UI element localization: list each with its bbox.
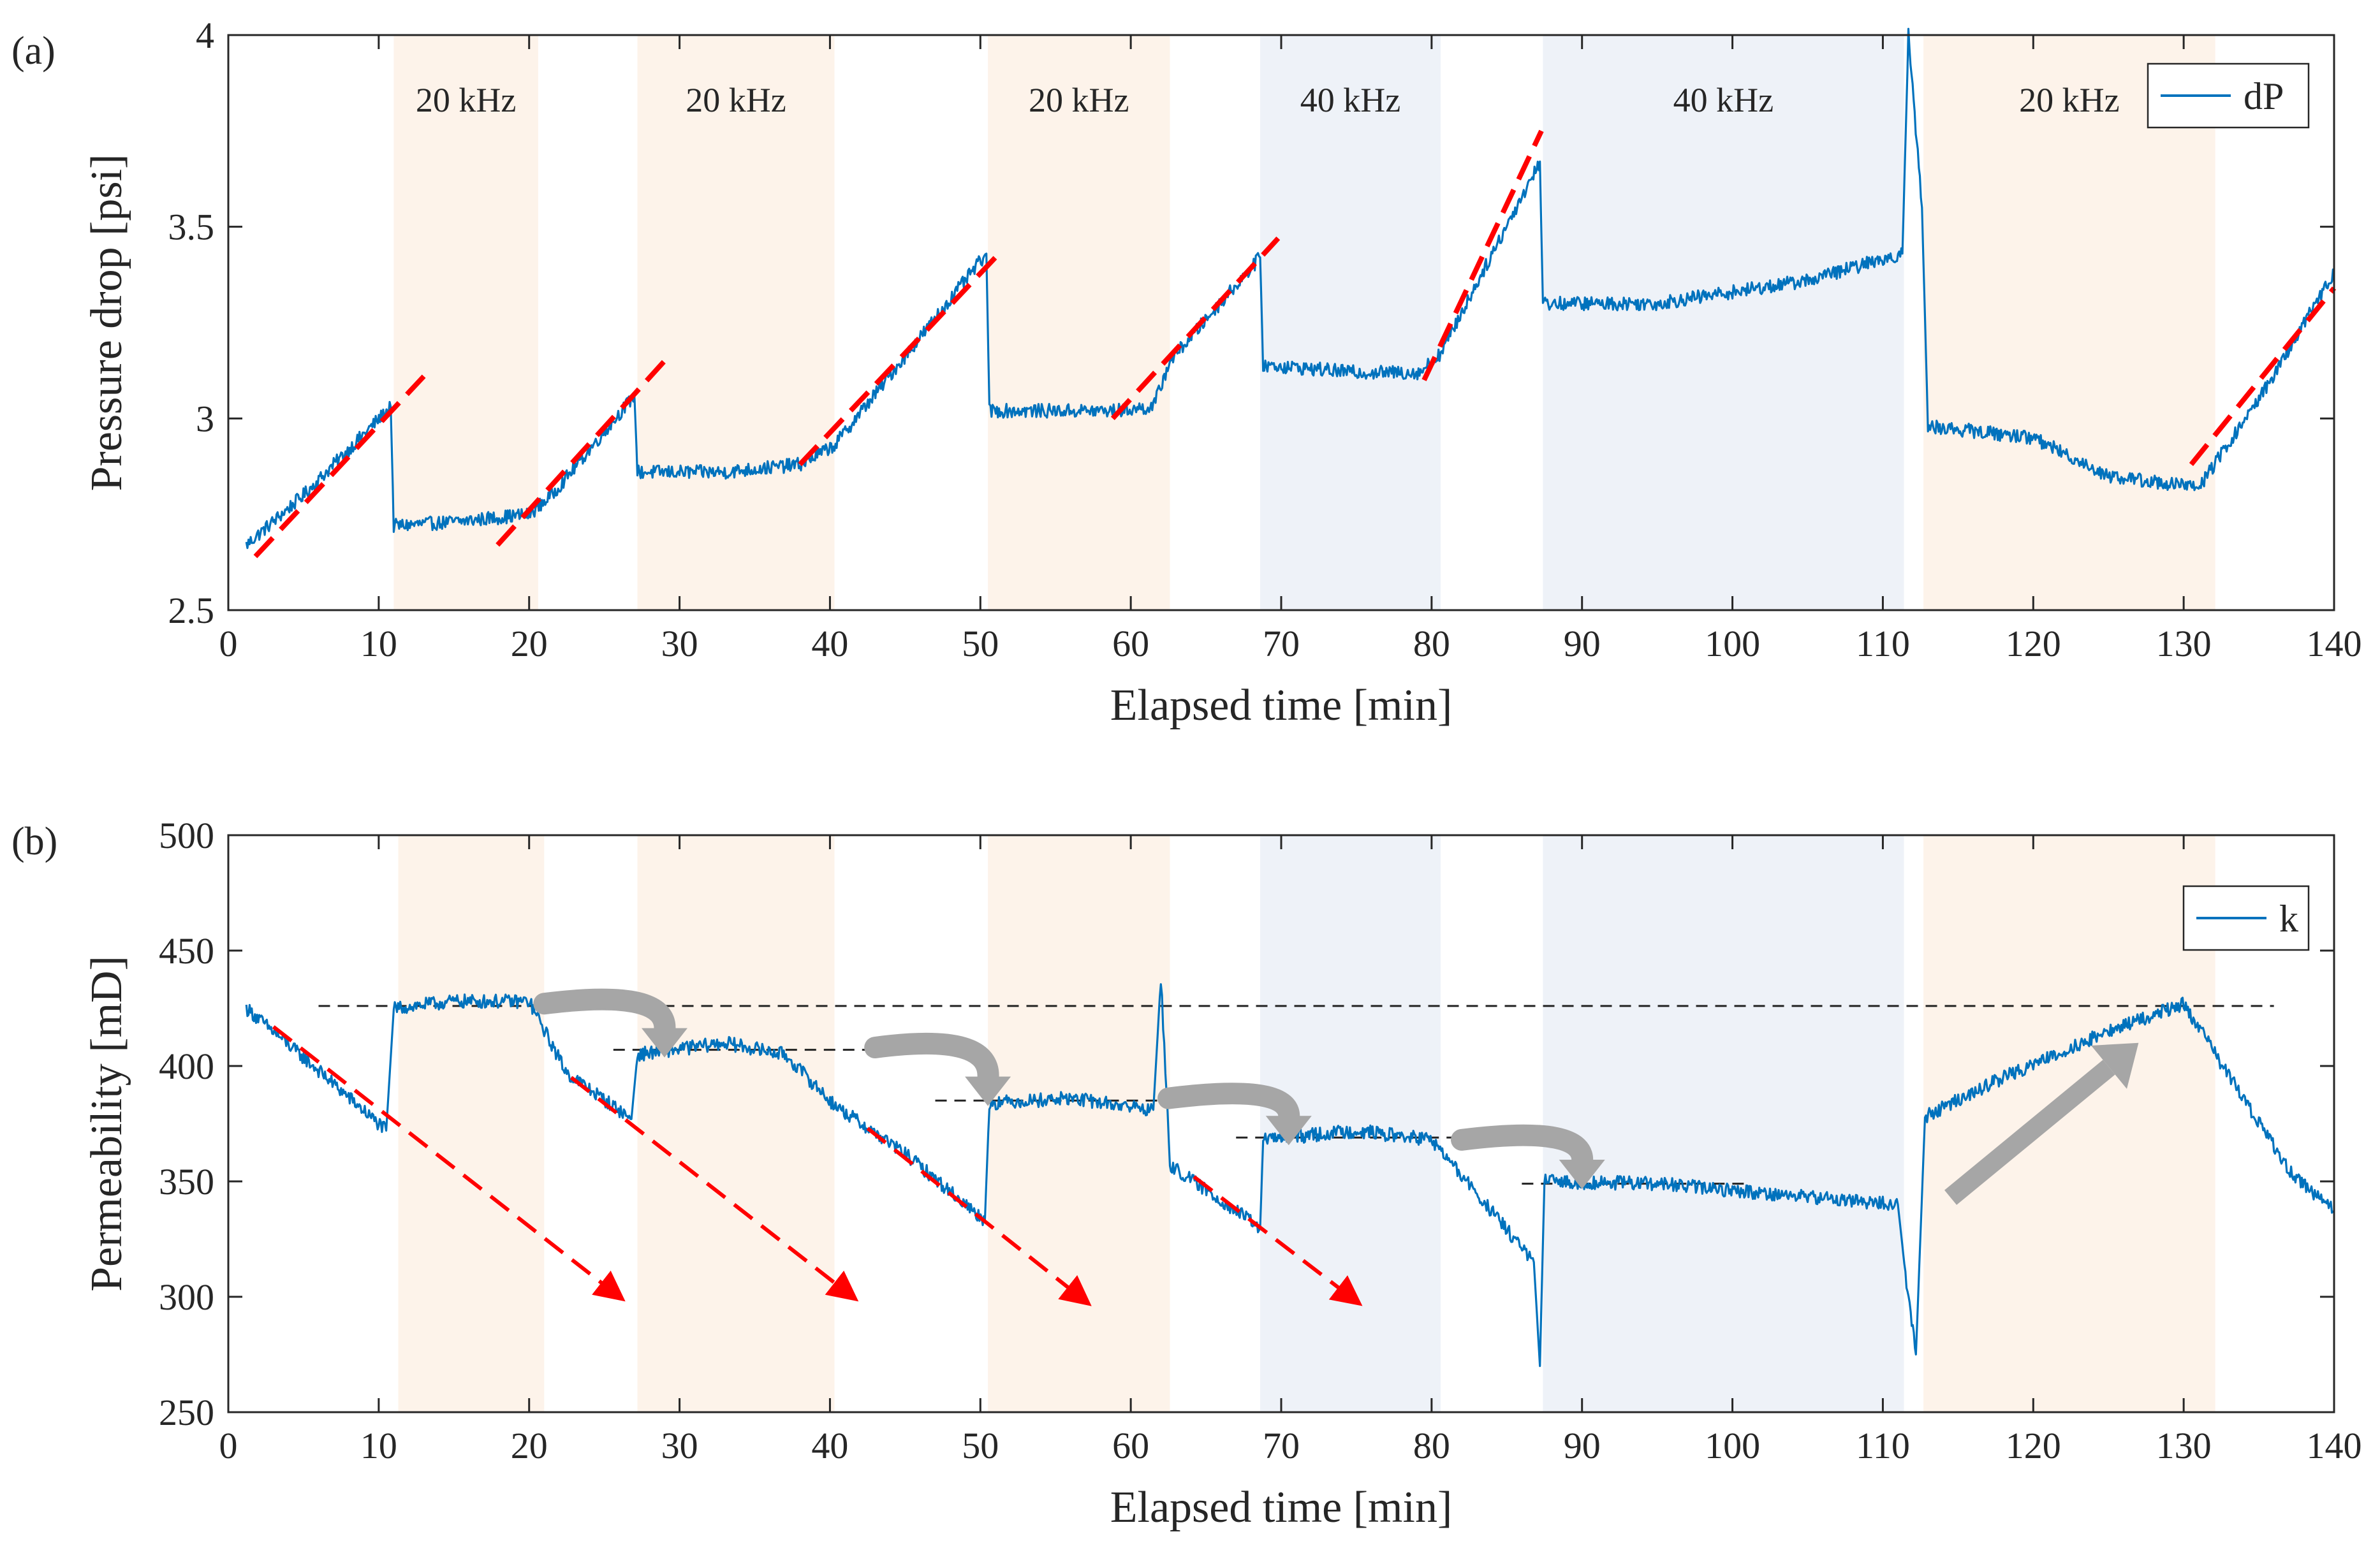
x-tick-label: 130 (2156, 623, 2212, 664)
x-tick-label: 30 (661, 1425, 698, 1466)
panel-label: (b) (11, 820, 57, 863)
x-tick-label: 70 (1263, 1425, 1300, 1466)
frequency-band (1923, 35, 2215, 610)
transition-arrow-shaft (864, 1032, 999, 1091)
trend-line (798, 256, 997, 467)
frequency-band (1543, 35, 1904, 610)
x-tick-label: 10 (360, 623, 397, 664)
x-tick-label: 40 (811, 1425, 848, 1466)
band-label: 20 kHz (686, 81, 786, 119)
x-tick-label: 120 (2006, 623, 2061, 664)
transition-arrow-head (641, 1028, 687, 1058)
legend-entry: dP (2244, 75, 2284, 117)
x-axis-label: Elapsed time [min] (1110, 1483, 1453, 1532)
y-tick-label: 300 (159, 1276, 214, 1318)
band-label: 40 kHz (1673, 81, 1774, 119)
transition-arrow-shaft (1157, 1083, 1300, 1131)
frequency-band (398, 835, 545, 1412)
x-tick-label: 100 (1705, 623, 1760, 664)
x-tick-label: 110 (1856, 1425, 1910, 1466)
x-tick-label: 50 (962, 623, 999, 664)
y-tick-label: 350 (159, 1161, 214, 1202)
frequency-band (637, 35, 835, 610)
x-tick-label: 60 (1112, 1425, 1149, 1466)
y-tick-label: 3 (196, 398, 214, 439)
y-tick-label: 3.5 (168, 207, 215, 248)
x-tick-label: 80 (1413, 1425, 1450, 1466)
transition-arrow-head (1265, 1116, 1312, 1146)
trend-arrow (569, 1076, 859, 1302)
y-tick-label: 250 (159, 1392, 214, 1433)
x-axis-label: Elapsed time [min] (1110, 681, 1453, 730)
x-tick-label: 120 (2006, 1425, 2061, 1466)
x-tick-label: 30 (661, 623, 698, 664)
trend-arrow (272, 1025, 626, 1302)
panel-label: (a) (11, 29, 55, 73)
y-tick-label: 450 (159, 930, 214, 972)
x-tick-label: 60 (1112, 623, 1149, 664)
frequency-band (988, 835, 1170, 1412)
transition-arrow-shaft (1451, 1124, 1594, 1174)
frequency-band (637, 835, 835, 1412)
band-label: 40 kHz (1300, 81, 1400, 119)
x-tick-label: 10 (360, 1425, 397, 1466)
x-tick-label: 20 (511, 1425, 548, 1466)
x-tick-label: 70 (1263, 623, 1300, 664)
trend-line (1421, 129, 1544, 381)
band-label: 20 kHz (2019, 81, 2119, 119)
x-tick-label: 90 (1564, 1425, 1601, 1466)
panel-a-pressure-drop-chart: 20 kHz 20 kHz 20 kHz 40 kHz 40 kHz 20 kHz 0 10 2… (11, 15, 2362, 730)
y-tick-label: 500 (159, 815, 214, 856)
frequency-band (1260, 35, 1441, 610)
x-tick-label: 0 (219, 1425, 238, 1466)
frequency-band (988, 35, 1170, 610)
y-tick-label: 4 (196, 15, 214, 56)
series-line-dP (245, 27, 2335, 550)
panel-b-permeability-chart: 0 10 20 30 40 50 60 70 80 90 100 110 120 130 140 250 300… (11, 815, 2362, 1532)
transition-arrow-head (965, 1076, 1011, 1106)
transition-arrow-shaft (533, 988, 676, 1043)
trend-line (2189, 286, 2337, 467)
x-tick-label: 110 (1856, 623, 1910, 664)
x-tick-label: 80 (1413, 623, 1450, 664)
recovery-arrow-head (2091, 1042, 2139, 1089)
transition-arrow-head (1559, 1160, 1605, 1189)
trend-arrow (866, 1127, 1092, 1306)
y-tick-label: 2.5 (168, 590, 215, 631)
x-tick-label: 50 (962, 1425, 999, 1466)
x-tick-label: 130 (2156, 1425, 2212, 1466)
trend-line (1110, 237, 1281, 421)
x-tick-label: 140 (2307, 1425, 2362, 1466)
recovery-arrow-shaft (1944, 1060, 2115, 1205)
frequency-band (1923, 835, 2215, 1412)
legend-entry: k (2279, 898, 2298, 940)
trend-line (496, 359, 666, 547)
y-axis-label: Pressure drop [psi] (82, 154, 131, 492)
x-tick-label: 100 (1705, 1425, 1760, 1466)
frequency-band (1543, 835, 1904, 1412)
y-tick-label: 400 (159, 1046, 214, 1087)
y-axis-label: Permeability [mD] (82, 956, 131, 1292)
band-label: 20 kHz (416, 81, 516, 119)
x-tick-label: 90 (1564, 623, 1601, 664)
trend-line (253, 374, 426, 558)
x-tick-label: 0 (219, 623, 238, 664)
x-tick-label: 140 (2307, 623, 2362, 664)
x-tick-label: 20 (511, 623, 548, 664)
band-label: 20 kHz (1029, 81, 1129, 119)
x-tick-label: 40 (811, 623, 848, 664)
